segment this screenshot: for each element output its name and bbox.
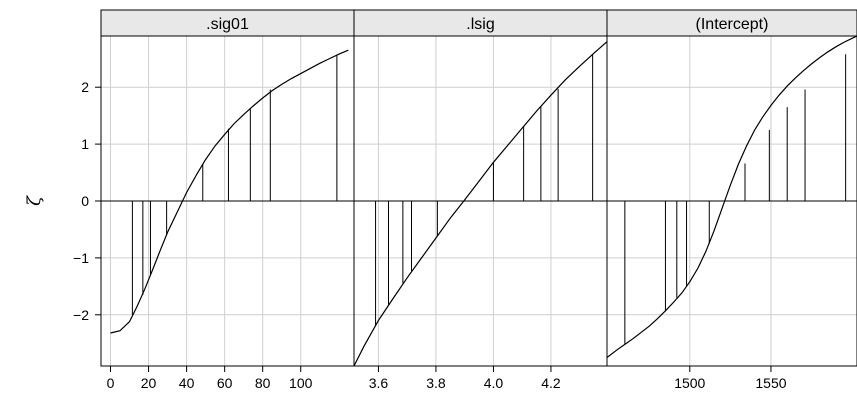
y-tick-label: −1 bbox=[73, 250, 89, 266]
y-tick-label: 0 bbox=[81, 193, 89, 209]
y-tick-label: −2 bbox=[73, 307, 89, 323]
frame-layer: .sig01 .lsig (Intercept) bbox=[100, 9, 857, 367]
x-tick-label: 0 bbox=[107, 375, 115, 391]
x-tick-label: 80 bbox=[255, 375, 271, 391]
x-tick-label: 1500 bbox=[674, 375, 705, 391]
y-tick-label: 1 bbox=[81, 136, 89, 152]
x-tick-label: 20 bbox=[141, 375, 157, 391]
y-axis-label: ζ bbox=[24, 195, 45, 206]
strip-label: (Intercept) bbox=[696, 16, 769, 33]
y-tick-label: 2 bbox=[81, 79, 89, 95]
x-tick-label: 40 bbox=[179, 375, 195, 391]
profile-curve bbox=[110, 49, 349, 334]
x-tick-label: 60 bbox=[217, 375, 233, 391]
marks-layer bbox=[101, 35, 857, 367]
x-tick-label: 3.6 bbox=[369, 375, 389, 391]
strip-label: .lsig bbox=[466, 16, 494, 33]
strip-label: .sig01 bbox=[206, 16, 249, 33]
x-tick-label: 4.2 bbox=[541, 375, 561, 391]
x-tick-label: 1550 bbox=[755, 375, 786, 391]
x-tick-label: 100 bbox=[289, 375, 313, 391]
x-tick-label: 3.8 bbox=[426, 375, 446, 391]
panel-frame bbox=[606, 35, 857, 367]
profile-curve bbox=[606, 35, 857, 358]
x-tick-label: 4.0 bbox=[484, 375, 504, 391]
strip-header bbox=[353, 9, 608, 37]
axes-layer: 0 20 40 60 80 100 3.6 3.8 4.0 4.2 1500 1550 −2 −1 0 1 2 ζ bbox=[24, 79, 787, 391]
profile-curve bbox=[353, 41, 608, 367]
